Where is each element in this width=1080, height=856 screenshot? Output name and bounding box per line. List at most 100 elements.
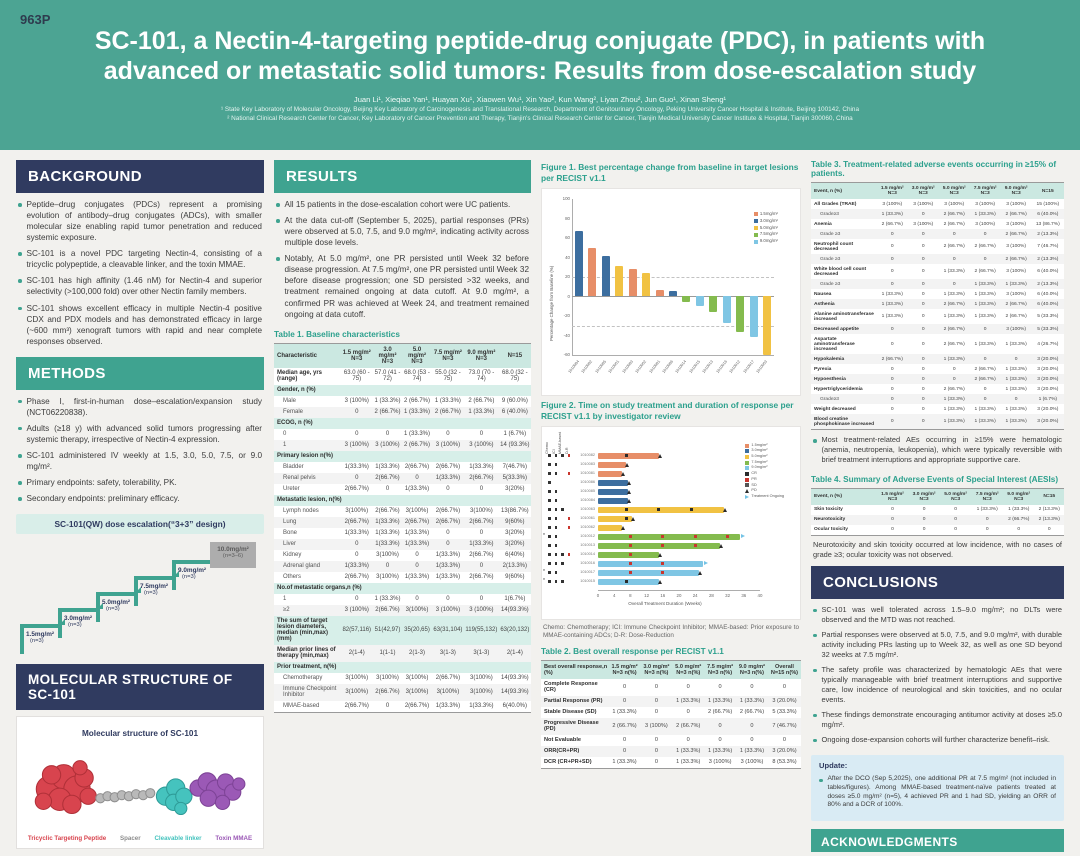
legend-item: 7.5mg/m² bbox=[753, 231, 778, 238]
bullet-text: Primary endpoints: safety, tolerability,… bbox=[26, 478, 177, 488]
table-cell: 3 (100%) bbox=[1000, 324, 1032, 334]
table-cell: 14(93.3%) bbox=[501, 675, 529, 682]
table-row: Bladder 1(33.3%) 1(33.3%) 2(66.7%) 2(66.7%) 1… bbox=[274, 462, 531, 473]
table-cell: 5 (33.3%) bbox=[1031, 324, 1064, 334]
table-cell: 2 (66.7%) bbox=[943, 386, 965, 392]
prior-treatment-dot bbox=[548, 544, 551, 547]
y-tick-label: -60 bbox=[563, 352, 570, 358]
table-cell: 0 bbox=[890, 386, 894, 392]
prior-treatment-dot bbox=[561, 562, 564, 565]
bullet-item: Adults (≥18 y) with advanced solid tumor… bbox=[18, 423, 262, 445]
table-cell: 0 bbox=[952, 366, 956, 372]
bullet-item: Notably, At 5.0 mg/m², one PR persisted … bbox=[276, 253, 529, 319]
bullet-item: All 15 patients in the dose-escalation c… bbox=[276, 199, 529, 210]
table-row: Neurotoxicity 0 0 0 0 2 (66.7%) 2 (13.3%) bbox=[811, 514, 1064, 525]
results-heading: RESULTS bbox=[274, 160, 531, 193]
pd-marker-icon bbox=[627, 480, 632, 485]
table-cell: 2(66.7%) bbox=[464, 516, 499, 528]
table-cell: 0 bbox=[921, 341, 925, 347]
table-row-label: Alanine aminotransferase increased bbox=[814, 311, 874, 322]
x-tick-label: 16 bbox=[660, 592, 666, 598]
table-cell: 2(66.7%) bbox=[404, 464, 430, 471]
poster-header: 963P SC-101, a Nectin-4-targeting peptid… bbox=[0, 0, 1080, 150]
table-cell: 0 bbox=[907, 414, 939, 430]
legend-swatch bbox=[745, 460, 750, 465]
table-row-label: 0 bbox=[283, 431, 287, 438]
update-box: Update: After the DCO (Sep 5,2025), one … bbox=[811, 754, 1064, 822]
x-tick-label: 0 bbox=[596, 592, 600, 598]
table-cell: 0 bbox=[954, 527, 957, 533]
table-cell: 3(100%) bbox=[405, 508, 429, 515]
table-cell: 0 bbox=[907, 229, 939, 239]
table-cell: 3 (100%) bbox=[464, 604, 499, 616]
table-cell: 63.0 (60 - 75) bbox=[343, 370, 370, 383]
legend-item: Treatment Ongoing bbox=[745, 494, 784, 500]
table-cell: 3 (100%) bbox=[372, 439, 403, 451]
table-cell: 2(1-3) bbox=[402, 644, 432, 662]
x-tick-label: 12 bbox=[644, 592, 650, 598]
table-cell: 1 (6.7%) bbox=[503, 431, 527, 438]
prior-treatment-dot bbox=[567, 553, 571, 556]
table-cell: 1(33.3%) bbox=[464, 538, 499, 550]
table-column-header: 7.5 mg/m² N=3 bbox=[969, 182, 1001, 199]
table-cell: 3(100%) bbox=[345, 675, 369, 682]
table-cell: 0 bbox=[479, 431, 484, 438]
dose-step-dose: 7.5mg/m² bbox=[140, 583, 169, 591]
table-cell: 1 (33.3%) bbox=[938, 414, 970, 430]
table-cell: 6 (40.0%) bbox=[1037, 269, 1059, 274]
table-cell: 2(1-4) bbox=[498, 644, 531, 662]
table-cell: 0 bbox=[704, 717, 737, 735]
y-tick-label: 80 bbox=[565, 215, 570, 221]
response-marker bbox=[628, 553, 632, 557]
reference-line bbox=[572, 276, 774, 278]
table-row-label: Skin toxicity bbox=[814, 507, 843, 513]
table-column-header: 9.0 mg/m² N=3 bbox=[1000, 182, 1032, 199]
legend-label: 5.0mg/m² bbox=[759, 224, 778, 230]
table-row-label: Progressive Disease (PD) bbox=[541, 717, 609, 735]
table-cell: 1(33.3%) bbox=[375, 530, 400, 537]
table-row: Gender, n (%) bbox=[274, 384, 531, 396]
table-cell: 1 (33.3%) bbox=[974, 341, 996, 347]
table-cell: 0 bbox=[782, 737, 786, 744]
table-column-header: 7.5 mg/m² N=3 bbox=[431, 343, 465, 368]
molecule-label: Tricyclic Targeting Peptide bbox=[27, 835, 107, 843]
x-tick-label: 28 bbox=[708, 592, 714, 598]
table-cell: 2 (66.7%) bbox=[402, 439, 432, 451]
table-cell: 0 bbox=[340, 538, 373, 550]
table-section-label: Gender, n (%) bbox=[274, 384, 531, 396]
dose-step: 7.5mg/m² (n=3) bbox=[134, 571, 179, 607]
prior-treatment-dot bbox=[567, 526, 571, 529]
table-cell: 2 (66.7%) bbox=[938, 324, 970, 334]
x-tick-label: 1010086 bbox=[660, 358, 675, 374]
table-cell: 0 bbox=[921, 244, 925, 249]
table-cell: 0 bbox=[686, 709, 690, 716]
table-cell: 1 (33.3%) bbox=[464, 406, 499, 418]
table-cell: 2(66.7%) bbox=[404, 703, 430, 710]
table-cell: 0 bbox=[686, 737, 690, 744]
table-cell: 3 (100%) bbox=[740, 759, 764, 766]
table-cell: 0 bbox=[907, 394, 939, 404]
subject-id-label: 1010084 bbox=[580, 497, 595, 502]
table-row: Others 2(66.7%) 3(100%) 1(33.3%) 1(33.3%) 2(6… bbox=[274, 572, 531, 583]
legend-label: CR bbox=[751, 471, 757, 476]
table-row: Renal pelvis 0 2(66.7%) 0 1(33.3%) 2(66.7%) 5(… bbox=[274, 472, 531, 484]
table-row-label: Lymph nodes bbox=[283, 508, 319, 515]
x-tick-label: 1010081 bbox=[647, 358, 661, 374]
legend-label: 7.5mg/m² bbox=[759, 231, 778, 237]
table-cell: 1 (33.3%) bbox=[943, 291, 965, 297]
table-cell: 2 (13.3%) bbox=[1031, 279, 1064, 289]
table-cell: 0 bbox=[782, 684, 786, 691]
swimmer-bar bbox=[598, 524, 623, 531]
dose-step: 5.0mg/m² (n=3) bbox=[96, 587, 141, 623]
table-cell: 0 bbox=[938, 254, 970, 264]
table-cell: 3(100%) bbox=[402, 683, 432, 701]
swimmer-bar bbox=[598, 452, 659, 459]
prior-treatment-header: MMAE-based bbox=[558, 431, 562, 454]
table-row: Grade ≥3 0 0 0 0 2 (66.7%) 2 (13.3%) bbox=[811, 229, 1064, 239]
table-cell: 0 bbox=[355, 552, 359, 559]
table-cell: 0 bbox=[415, 552, 419, 559]
aesi-table: Event, n (%) 1.5 mg/m² N=3 3.0 mg/m² N=3 5.… bbox=[811, 487, 1064, 536]
table-section-label: No.of metastatic organs,n (%) bbox=[274, 582, 531, 594]
structure-heading: MOLECULAR STRUCTURE OF SC-101 bbox=[16, 664, 264, 711]
table-cell: 0 bbox=[876, 514, 909, 525]
